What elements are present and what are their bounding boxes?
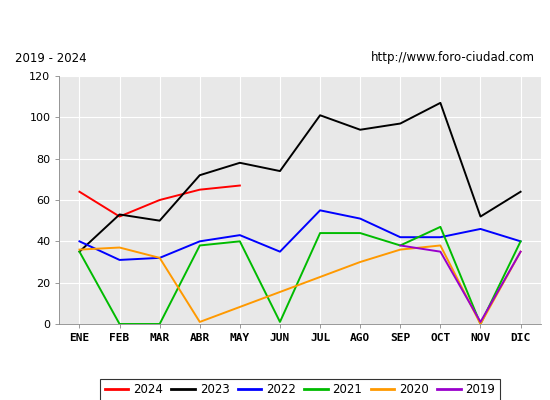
Text: 2019 - 2024: 2019 - 2024 [15,52,87,64]
Text: Evolucion Nº Turistas Extranjeros en el municipio de Alcanadre: Evolucion Nº Turistas Extranjeros en el … [35,14,515,28]
Legend: 2024, 2023, 2022, 2021, 2020, 2019: 2024, 2023, 2022, 2021, 2020, 2019 [100,379,500,400]
Text: http://www.foro-ciudad.com: http://www.foro-ciudad.com [371,52,535,64]
